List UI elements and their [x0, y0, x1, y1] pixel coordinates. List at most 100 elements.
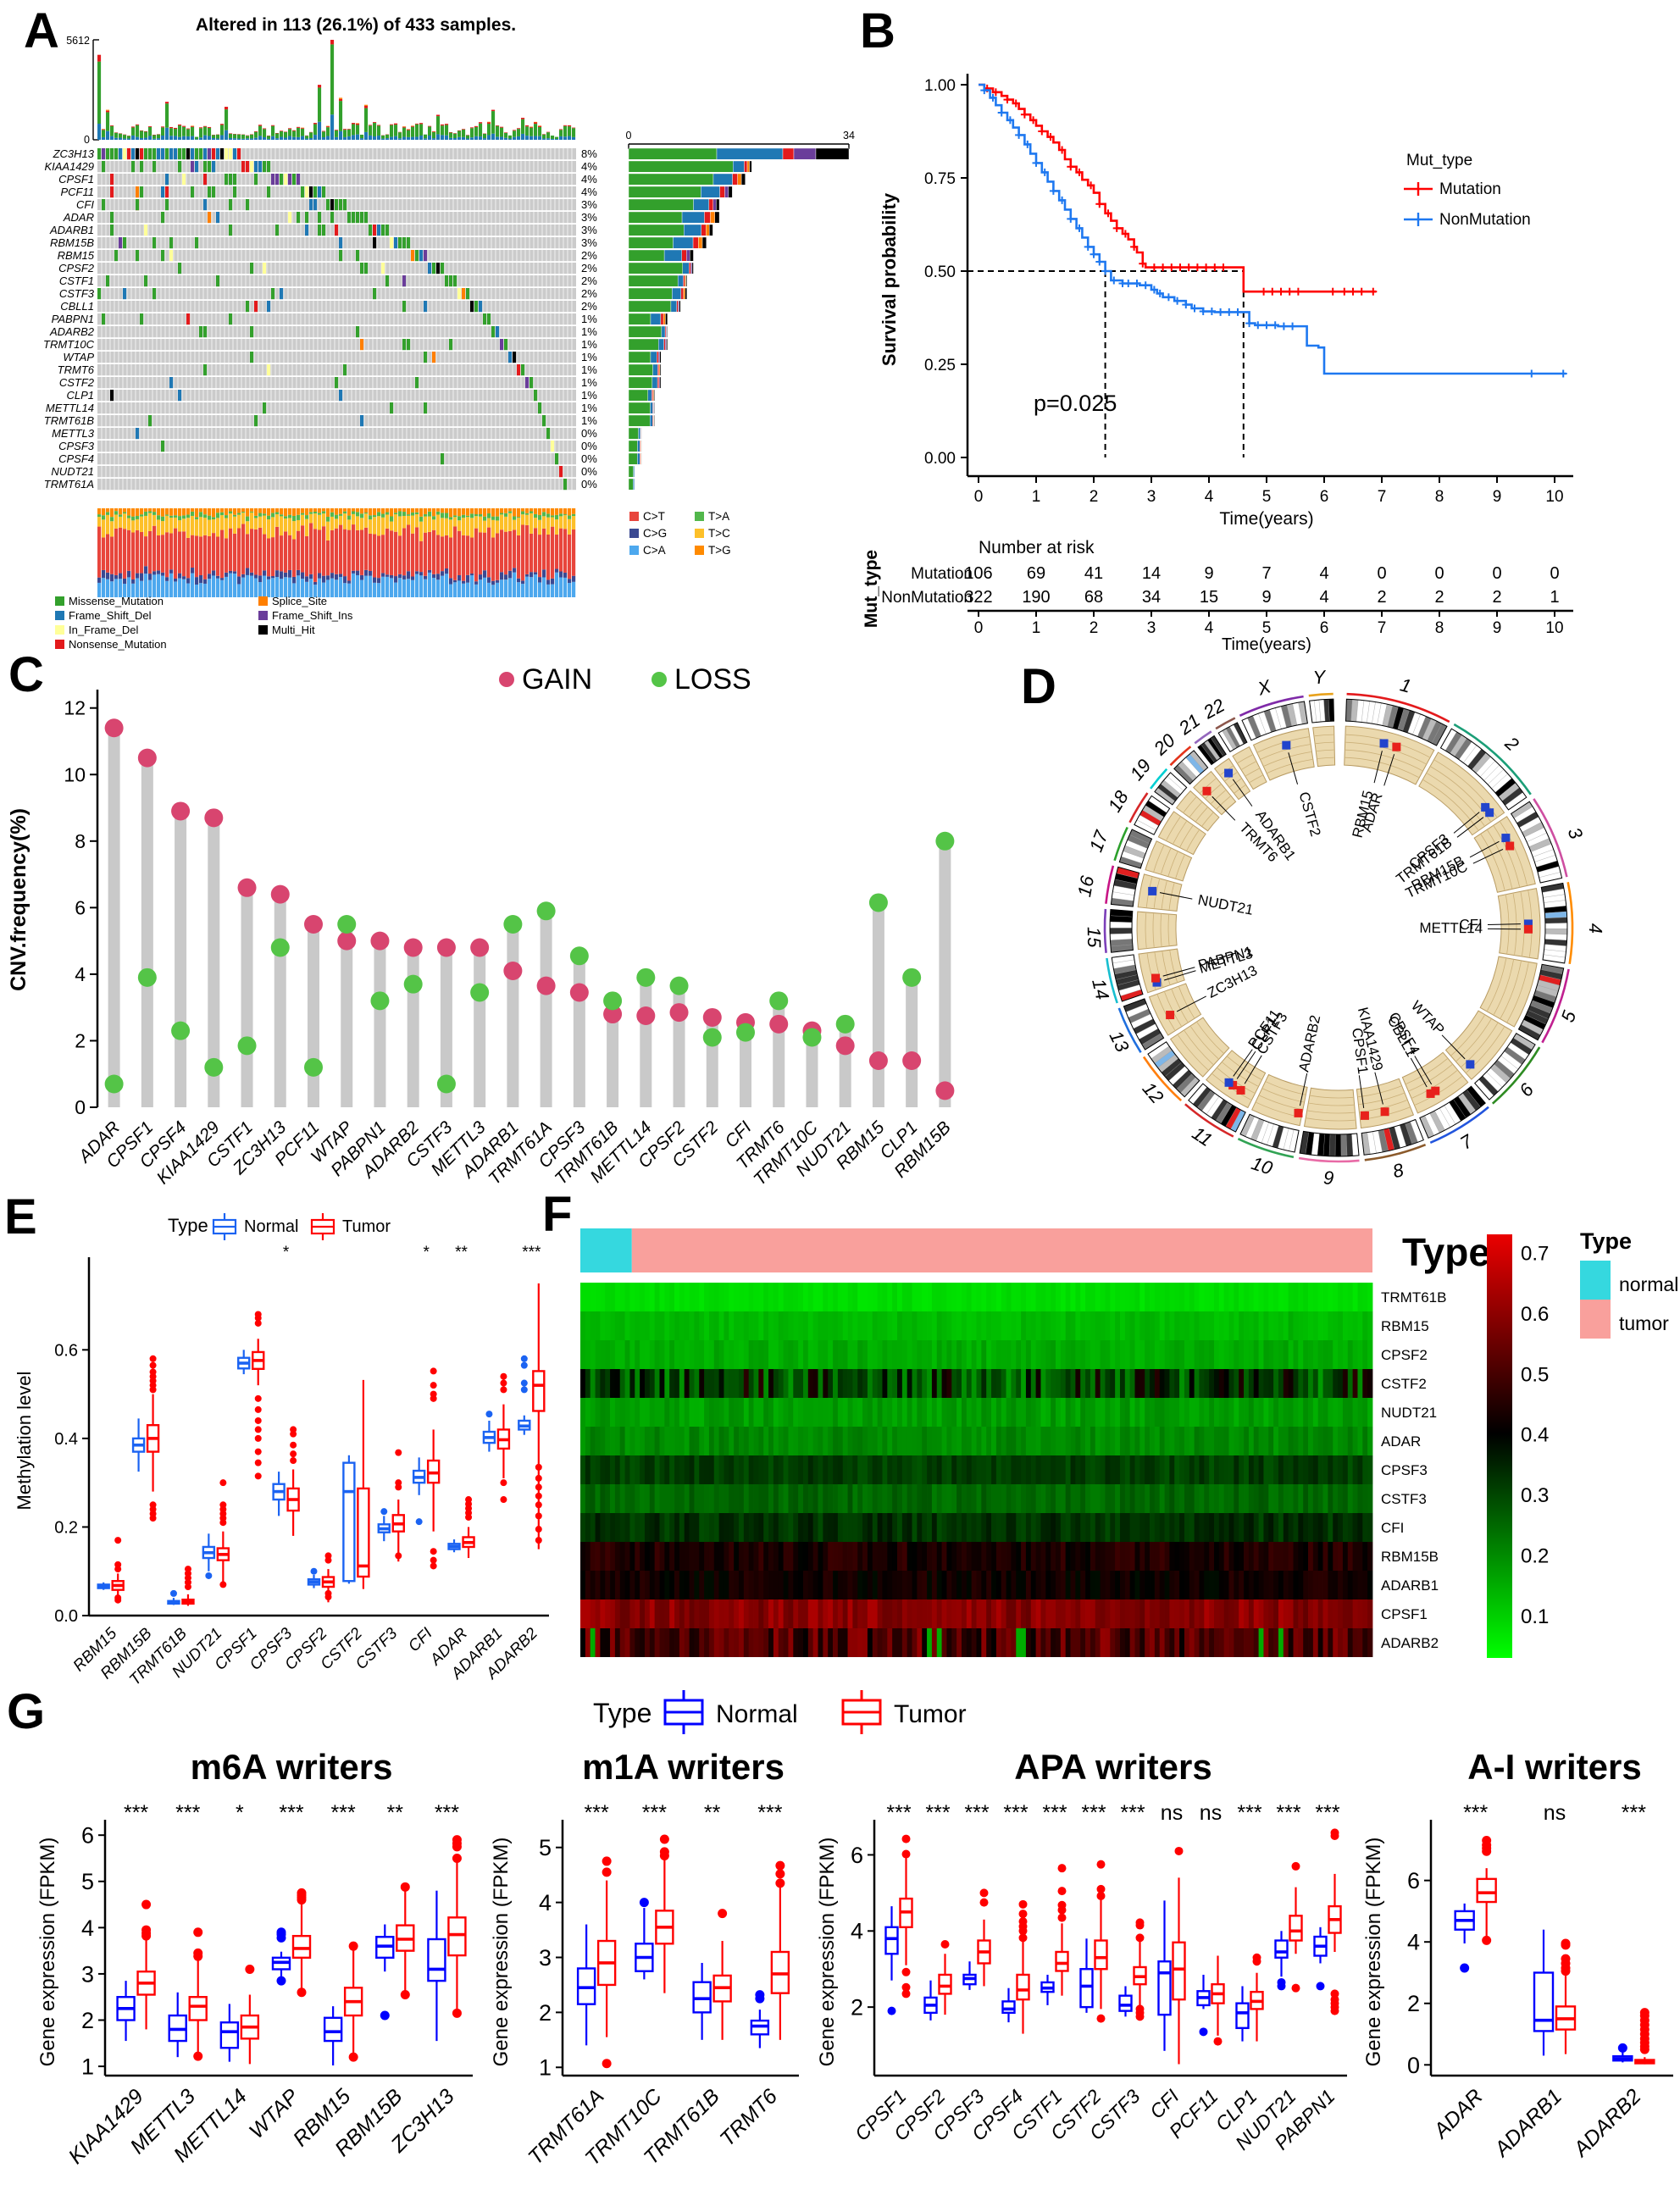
- tmb-barplot: [97, 40, 576, 140]
- gene-label: CBLL1: [60, 300, 94, 313]
- svg-text:5: 5: [81, 1869, 94, 1894]
- panel-f-heatmap: TRMT61B RBM15 CPSF2 CSTF2 NUDT21 ADAR CPSF3 CST…: [580, 1228, 1678, 1658]
- svg-text:Mut_type: Mut_type: [862, 550, 881, 628]
- svg-text:41: 41: [1084, 564, 1103, 583]
- panel-label-e: E: [4, 1189, 37, 1245]
- svg-text:68: 68: [1084, 588, 1103, 607]
- methylation-heatmap-cells: [580, 1283, 1373, 1657]
- box-group: [307, 1552, 335, 1603]
- gene-marker: [1360, 1111, 1369, 1120]
- svg-text:8: 8: [1435, 488, 1444, 506]
- gene-label: NUDT21: [51, 465, 94, 478]
- gene-label: TRMT6: [58, 363, 95, 376]
- svg-text:**: **: [387, 1801, 404, 1825]
- svg-text:8: 8: [1390, 1159, 1406, 1182]
- box-group: [1313, 1828, 1342, 2015]
- gene-marker: [1294, 1108, 1303, 1117]
- panel-g-legend: Type Normal Tumor: [593, 1690, 967, 1734]
- svg-text:KIAA1429: KIAA1429: [64, 2084, 147, 2168]
- box-group: [1454, 1836, 1497, 1973]
- gene-pct: 8%: [581, 147, 597, 160]
- svg-text:4: 4: [1319, 564, 1328, 583]
- svg-text:Missense_Mutation: Missense_Mutation: [69, 595, 164, 607]
- svg-text:5612: 5612: [66, 35, 90, 47]
- loss-dot: [769, 991, 789, 1011]
- gene-label: TRMT10C: [43, 338, 95, 351]
- gene-pct: 1%: [581, 325, 597, 338]
- svg-text:15: 15: [1200, 588, 1218, 607]
- svg-text:Survival probability: Survival probability: [879, 192, 900, 366]
- circos-inner-ring: [1136, 725, 1541, 1130]
- box-group: [884, 1834, 913, 2015]
- svg-text:69: 69: [1027, 564, 1045, 583]
- loss-dot: [868, 893, 888, 912]
- svg-text:WTAP: WTAP: [1408, 998, 1448, 1039]
- svg-text:106: 106: [964, 564, 992, 583]
- box-group: [377, 1449, 405, 1562]
- gain-dot: [868, 1051, 888, 1071]
- svg-text:Y: Y: [1312, 666, 1328, 688]
- box-group: [202, 1479, 230, 1588]
- heatmap-row-label: CPSF1: [1381, 1606, 1428, 1622]
- panel-label-b: B: [860, 3, 895, 58]
- svg-text:ns: ns: [1161, 1801, 1183, 1825]
- svg-text:CNV.frequency(%): CNV.frequency(%): [7, 808, 30, 991]
- gene-pct: 3%: [581, 224, 597, 236]
- gene-pct: 1%: [581, 351, 597, 363]
- loss-dot: [104, 1074, 124, 1094]
- svg-text:2: 2: [1500, 732, 1523, 755]
- svg-text:Mutation: Mutation: [1439, 180, 1501, 198]
- svg-text:Mut_type: Mut_type: [1406, 152, 1472, 169]
- svg-text:NonMutation: NonMutation: [1439, 211, 1531, 229]
- svg-text:C>G: C>G: [643, 527, 667, 540]
- gene-label: PCF11: [61, 186, 95, 198]
- box-group: [692, 1909, 732, 2040]
- svg-text:ADARB1: ADARB1: [1489, 2084, 1566, 2162]
- svg-text:9: 9: [1261, 588, 1271, 607]
- svg-text:9: 9: [1493, 619, 1502, 637]
- svg-text:ADARB2: ADARB2: [1568, 2084, 1646, 2162]
- gene-label: ZC3H13: [53, 147, 95, 160]
- svg-text:22: 22: [1199, 695, 1228, 723]
- loss-dot: [503, 914, 523, 934]
- svg-text:34: 34: [1142, 588, 1161, 607]
- loss-dot: [603, 991, 623, 1011]
- svg-text:5: 5: [539, 1835, 552, 1860]
- gene-marker: [1523, 919, 1533, 929]
- svg-text:2: 2: [1492, 588, 1501, 607]
- svg-text:4: 4: [81, 1915, 94, 1941]
- svg-text:Mutation: Mutation: [911, 565, 973, 583]
- svg-text:T>A: T>A: [708, 510, 729, 523]
- svg-text:4: 4: [1319, 588, 1328, 607]
- survival-curve-Mutation: [979, 83, 1378, 296]
- svg-text:tumor: tumor: [1619, 1312, 1669, 1334]
- svg-text:0.2: 0.2: [1521, 1545, 1549, 1568]
- gene-label: ADARB2: [49, 325, 95, 338]
- gene-pct: 2%: [581, 300, 597, 313]
- svg-text:0.7: 0.7: [1521, 1242, 1549, 1265]
- loss-dot: [204, 1057, 224, 1077]
- svg-text:Gene expression (FPKM): Gene expression (FPKM): [816, 1838, 839, 2067]
- svg-text:*: *: [283, 1244, 290, 1261]
- svg-text:TRMT6: TRMT6: [715, 2084, 782, 2151]
- svg-text:1: 1: [539, 2055, 552, 2081]
- box-group: [750, 1860, 790, 2048]
- svg-text:7: 7: [1456, 1130, 1477, 1154]
- circos-ideogram: [1103, 692, 1574, 1163]
- svg-text:***: ***: [1237, 1801, 1261, 1825]
- svg-text:1: 1: [1550, 588, 1559, 607]
- gene-label: PABPN1: [52, 313, 94, 325]
- svg-text:X: X: [1255, 675, 1275, 700]
- svg-text:m1A writers: m1A writers: [582, 1747, 785, 1787]
- gene-label: ADAR: [63, 211, 94, 224]
- svg-text:METTL14: METTL14: [1419, 920, 1483, 937]
- loss-dot: [802, 1028, 822, 1047]
- box-group: [923, 1940, 952, 2021]
- gene-count-bars: [628, 147, 850, 491]
- svg-text:A-I writers: A-I writers: [1467, 1747, 1641, 1787]
- oncoprint-cells: [97, 148, 568, 491]
- svg-text:***: ***: [522, 1244, 541, 1261]
- colorbar: [1487, 1234, 1512, 1658]
- loss-dot: [403, 974, 423, 994]
- panel-g-m6a-writers: m6A writers 1 2 3 4 5 6 Gene expression (FPKM) *…: [36, 1747, 473, 2169]
